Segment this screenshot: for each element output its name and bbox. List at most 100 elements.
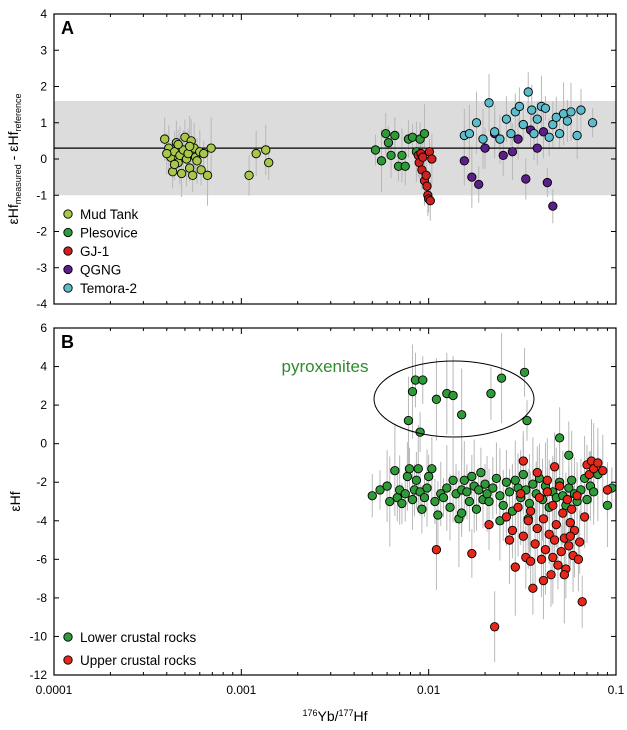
data-point [188,170,198,180]
y-tick-label: -10 [30,629,48,643]
data-point [386,150,396,161]
data-point [558,508,568,518]
data-point [524,498,535,509]
x-label-sup: 177 [339,708,354,718]
x-tick-label: 0.01 [417,683,441,697]
data-point [261,145,271,155]
data-point [370,145,381,155]
data-point [510,475,520,485]
y-tick-label: 3 [40,43,47,57]
data-point [407,132,418,142]
data-point [206,143,216,153]
data-point [562,494,573,505]
data-point [448,475,458,485]
data-point [553,560,563,570]
data-point [564,541,574,551]
data-point [421,170,431,180]
data-point [593,458,603,468]
data-point [382,481,392,491]
y-tick-label: -2 [36,475,47,489]
data-point [411,475,422,485]
data-point [536,554,547,564]
y-tick-label: 6 [40,321,47,335]
data-point [525,556,536,566]
data-point [419,492,430,503]
y-label-main: εHf [5,204,21,224]
y-tick-label: -4 [36,514,47,528]
data-point [498,150,508,161]
legend-label: Plesovice [80,226,138,241]
legend-label: Temora-2 [80,281,137,296]
data-point [169,159,180,170]
data-point [572,130,582,141]
data-point [478,134,488,144]
data-point [575,537,585,547]
data-point [565,518,575,528]
y-label-sub: reference [13,94,23,132]
data-point [496,373,507,383]
data-point [162,148,172,159]
data-point [501,477,512,487]
legend-label: Lower crustal rocks [80,630,197,645]
data-point [504,535,515,545]
data-point [397,498,407,509]
data-point [196,165,206,175]
y-tick-label: 1 [40,116,47,130]
data-point [431,394,442,404]
legend-label: Upper crustal rocks [80,653,197,668]
data-point [459,156,469,166]
data-point [425,196,435,206]
data-point [518,119,528,130]
data-point [546,570,556,580]
annotation-label: pyroxenites [282,357,369,376]
y-tick-label: 4 [40,360,47,374]
data-point [467,471,477,482]
data-point [602,485,613,495]
data-point [375,485,385,495]
data-point [431,545,442,555]
data-point [514,101,525,112]
data-point [542,475,552,485]
data-point [484,98,494,108]
data-point [538,575,549,586]
data-point [417,504,427,514]
data-point [518,469,528,480]
data-point [528,583,538,593]
data-point [528,479,538,489]
data-point [173,139,183,150]
x-label-base: Yb/ [317,708,338,724]
data-point [467,172,477,182]
data-point [504,487,515,497]
data-point [480,479,490,489]
data-point [534,492,545,503]
data-point [471,504,482,514]
x-tick-label: 0.1 [608,683,625,697]
y-tick-label: -1 [36,188,47,202]
data-point [264,157,274,168]
data-point [548,552,558,563]
data-point [202,170,213,180]
legend-label: QGNG [80,263,121,278]
data-point [559,570,569,580]
data-point [402,471,413,482]
panel-letter: A [61,18,74,38]
data-point [530,539,540,549]
data-point [390,130,400,141]
legend-marker [63,209,73,219]
data-point [480,143,490,153]
data-point [573,554,584,564]
legend-label: Mud Tank [80,207,139,222]
data-point [556,546,566,557]
data-point [538,514,549,524]
data-point [542,487,552,497]
data-point [484,519,494,530]
data-point [554,128,565,139]
data-point [554,433,565,443]
data-point [418,375,428,385]
data-point [587,118,598,128]
x-axis-label: 0.0001 0.001 0.01 0.1 176Yb/177Hf [36,683,625,724]
data-point [433,510,443,520]
data-point [445,502,455,512]
data-point [544,132,554,142]
